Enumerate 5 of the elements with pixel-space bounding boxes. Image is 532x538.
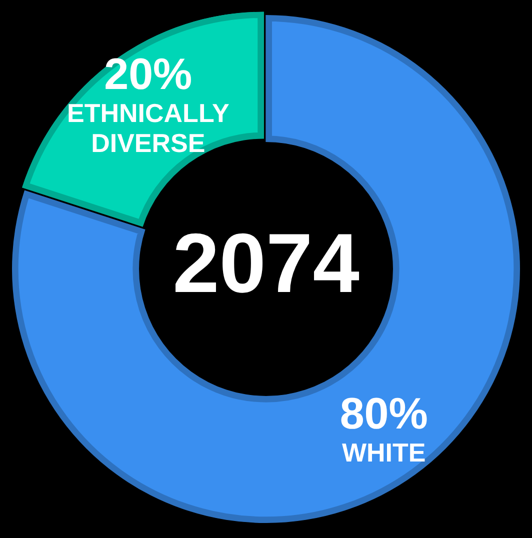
text: 2074: [172, 216, 360, 310]
data-label: 20%: [104, 50, 192, 99]
slice-label: ETHNICALLY DIVERSE: [67, 98, 230, 158]
data-label: 80%: [340, 389, 428, 438]
slice-label: WHITE: [342, 437, 426, 468]
